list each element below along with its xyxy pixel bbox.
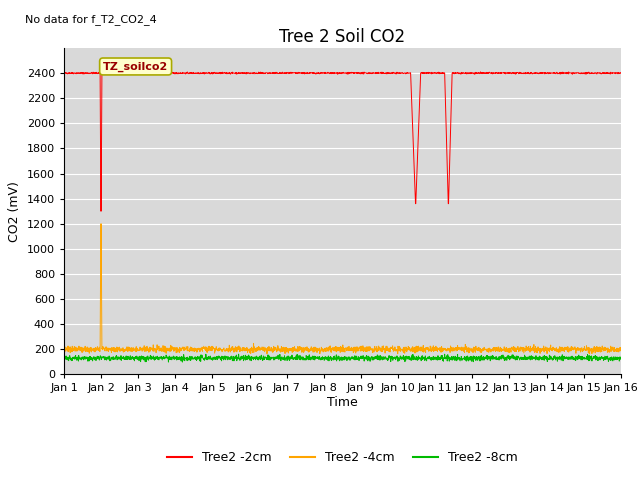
X-axis label: Time: Time	[327, 396, 358, 409]
Tree2 -2cm	[505, 71, 513, 76]
Tree2 -8cm	[216, 353, 223, 359]
Tree2 -4cm	[586, 351, 593, 357]
Tree2 -4cm	[504, 348, 512, 353]
Tree2 -8cm	[617, 355, 625, 360]
Tree2 -2cm	[359, 71, 367, 76]
Tree2 -4cm	[216, 348, 223, 353]
Tree2 -8cm	[584, 352, 591, 358]
Tree2 -2cm	[60, 70, 68, 76]
Tree2 -4cm	[60, 348, 68, 354]
Line: Tree2 -2cm: Tree2 -2cm	[64, 72, 621, 211]
Tree2 -8cm	[60, 355, 68, 361]
Tree2 -2cm	[114, 69, 122, 74]
Tree2 -4cm	[371, 344, 379, 349]
Text: No data for f_T2_CO2_4: No data for f_T2_CO2_4	[25, 14, 157, 25]
Legend: Tree2 -2cm, Tree2 -4cm, Tree2 -8cm: Tree2 -2cm, Tree2 -4cm, Tree2 -8cm	[162, 446, 523, 469]
Tree2 -2cm	[97, 208, 105, 214]
Tree2 -8cm	[235, 351, 243, 357]
Tree2 -8cm	[359, 354, 367, 360]
Tree2 -4cm	[568, 344, 575, 349]
Tree2 -2cm	[371, 71, 379, 76]
Text: TZ_soilco2: TZ_soilco2	[103, 61, 168, 72]
Tree2 -2cm	[617, 70, 625, 76]
Tree2 -2cm	[584, 70, 591, 76]
Tree2 -4cm	[359, 345, 367, 350]
Line: Tree2 -8cm: Tree2 -8cm	[64, 354, 621, 362]
Tree2 -8cm	[568, 356, 576, 361]
Tree2 -8cm	[179, 359, 186, 365]
Tree2 -4cm	[97, 221, 105, 227]
Line: Tree2 -4cm: Tree2 -4cm	[64, 224, 621, 354]
Y-axis label: CO2 (mV): CO2 (mV)	[8, 181, 21, 241]
Tree2 -2cm	[568, 70, 576, 76]
Tree2 -8cm	[505, 355, 513, 361]
Tree2 -4cm	[617, 347, 625, 353]
Tree2 -8cm	[371, 354, 379, 360]
Title: Tree 2 Soil CO2: Tree 2 Soil CO2	[279, 28, 406, 47]
Tree2 -4cm	[584, 347, 591, 352]
Tree2 -2cm	[216, 70, 223, 76]
